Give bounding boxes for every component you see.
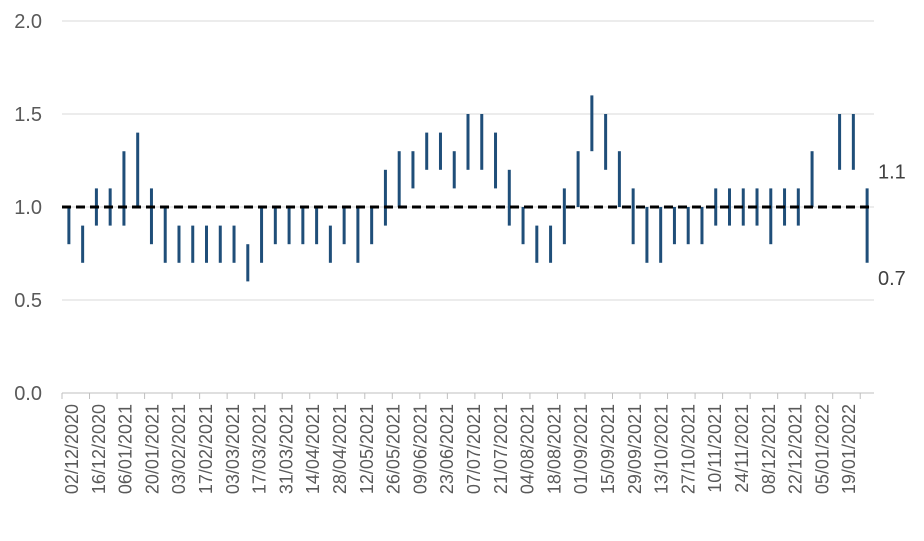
x-tick-label: 07/07/2021: [464, 404, 484, 494]
x-tick-label: 04/08/2021: [518, 404, 538, 494]
x-tick-label: 20/01/2021: [142, 404, 162, 494]
x-tick-label: 09/06/2021: [410, 404, 430, 494]
x-tick-label: 03/02/2021: [169, 404, 189, 494]
y-tick-label: 0.0: [14, 383, 42, 405]
x-tick-label: 17/02/2021: [196, 404, 216, 494]
x-tick-label: 24/11/2021: [732, 404, 752, 493]
x-tick-label: 22/12/2021: [786, 404, 806, 494]
x-tick-label: 02/12/2020: [62, 404, 82, 494]
y-tick-label: 0.5: [14, 290, 42, 312]
x-tick-label: 15/09/2021: [598, 404, 618, 494]
x-axis: [61, 392, 874, 399]
end-label-low: 0.7: [878, 268, 906, 290]
range-bars: [67, 95, 869, 282]
x-tick-label: 14/04/2021: [303, 404, 323, 494]
x-tick-label: 03/03/2021: [223, 404, 243, 494]
x-tick-label: 01/09/2021: [571, 404, 591, 494]
x-tick-label: 10/11/2021: [705, 404, 725, 493]
x-tick-label: 19/01/2022: [839, 404, 859, 494]
x-tick-label: 21/07/2021: [491, 404, 511, 494]
y-tick-label: 1.5: [14, 104, 42, 126]
x-tick-label: 28/04/2021: [330, 404, 350, 494]
x-tick-label: 12/05/2021: [357, 404, 377, 494]
x-tick-label: 08/12/2021: [759, 404, 779, 494]
x-tick-label: 29/09/2021: [625, 404, 645, 494]
x-tick-label: 31/03/2021: [276, 404, 296, 494]
x-tick-label: 17/03/2021: [250, 404, 270, 494]
x-tick-label: 26/05/2021: [384, 404, 404, 494]
x-tick-label: 16/12/2020: [89, 404, 109, 494]
y-tick-label: 2.0: [14, 11, 42, 33]
x-tick-label: 06/01/2021: [116, 404, 136, 494]
end-label-high: 1.1: [878, 161, 906, 183]
x-tick-label: 27/10/2021: [678, 404, 698, 494]
x-tick-label: 23/06/2021: [437, 404, 457, 494]
x-tick-label: 13/10/2021: [652, 404, 672, 494]
x-axis-ticks: 02/12/2020 16/12/2020 06/01/2021 20/01/2021…: [62, 404, 859, 494]
y-axis-ticks: 0.0 0.5 1.0 1.5 2.0: [14, 11, 42, 405]
x-tick-label: 05/01/2022: [812, 404, 832, 494]
x-tick-label: 18/08/2021: [544, 404, 564, 494]
y-tick-label: 1.0: [14, 197, 42, 219]
